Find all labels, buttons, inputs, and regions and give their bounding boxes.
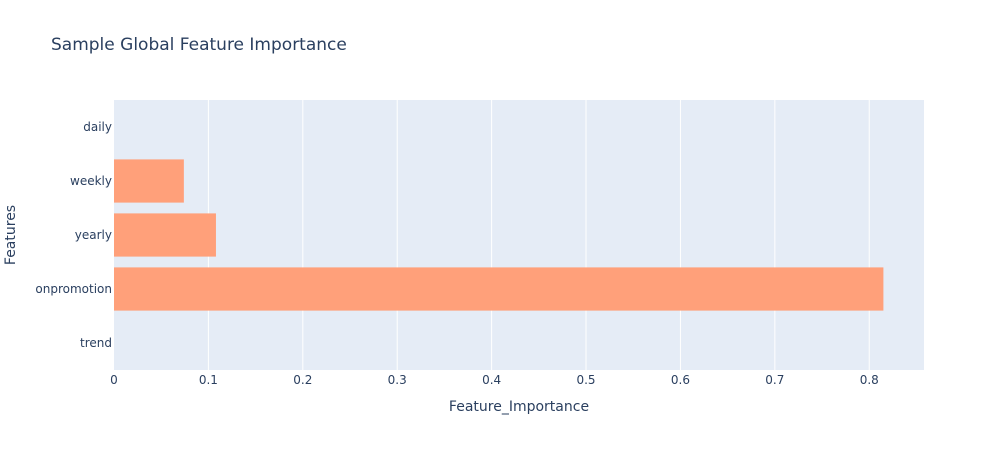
bar-weekly bbox=[114, 159, 184, 203]
y-tick-label: weekly bbox=[70, 174, 112, 188]
plot-background bbox=[114, 100, 924, 370]
y-tick-label: daily bbox=[83, 120, 112, 134]
y-tick-label: trend bbox=[80, 336, 112, 350]
chart-title: Sample Global Feature Importance bbox=[51, 35, 347, 55]
bars bbox=[114, 159, 884, 311]
bar-yearly bbox=[114, 213, 216, 257]
x-tick-label: 0.5 bbox=[576, 373, 595, 387]
y-axis-title: Features bbox=[3, 205, 19, 265]
x-tick-label: 0.1 bbox=[199, 373, 218, 387]
y-axis-ticks: trend onpromotion yearly weekly daily bbox=[35, 120, 112, 350]
grid-lines bbox=[207, 100, 870, 370]
bar-onpromotion bbox=[114, 267, 884, 311]
x-axis-ticks: 0 0.1 0.2 0.3 0.4 0.5 0.6 0.7 0.8 bbox=[110, 373, 879, 387]
x-axis-title: Feature_Importance bbox=[449, 399, 589, 415]
x-tick-label: 0.2 bbox=[293, 373, 312, 387]
x-tick-label: 0.4 bbox=[482, 373, 501, 387]
x-tick-label: 0.3 bbox=[388, 373, 407, 387]
y-tick-label: yearly bbox=[75, 228, 112, 242]
x-tick-label: 0.8 bbox=[860, 373, 879, 387]
x-tick-label: 0.7 bbox=[765, 373, 784, 387]
y-tick-label: onpromotion bbox=[35, 282, 112, 296]
x-tick-label: 0 bbox=[110, 373, 118, 387]
x-tick-label: 0.6 bbox=[671, 373, 690, 387]
